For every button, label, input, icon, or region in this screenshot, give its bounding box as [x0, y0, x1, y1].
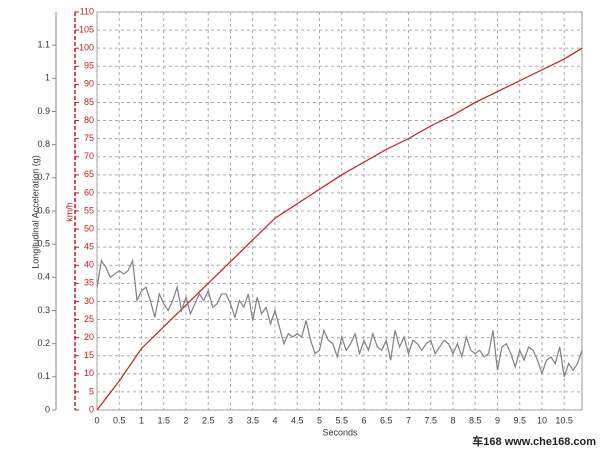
- y-tick-label: 0.9: [37, 106, 50, 116]
- y2-tick-label: 0: [89, 404, 94, 414]
- y2-tick-label: 60: [84, 187, 94, 197]
- x-tick-label: 3: [228, 415, 233, 425]
- y2-tick-label: 55: [84, 205, 94, 215]
- y2-tick-label: 80: [84, 115, 94, 125]
- y2-tick-label: 25: [84, 314, 94, 324]
- x-tick-label: 1: [139, 415, 144, 425]
- y2-tick-label: 110: [80, 6, 94, 16]
- x-tick-label: 7.5: [424, 415, 437, 425]
- y2-tick-label: 75: [84, 133, 94, 143]
- y2-tick-label: 90: [84, 79, 94, 89]
- x-tick-label: 7: [406, 415, 411, 425]
- y2-tick-label: 30: [84, 296, 94, 306]
- y2-tick-label: 65: [84, 169, 94, 179]
- y-tick-label: 0.4: [37, 272, 50, 282]
- x-tick-label: 4: [272, 415, 277, 425]
- y2-tick-label: 20: [84, 332, 94, 342]
- x-tick-label: 9.5: [513, 415, 526, 425]
- x-tick-label: 2.5: [202, 415, 215, 425]
- y-tick-label: 0.1: [37, 371, 50, 381]
- data-line: [96, 47, 583, 411]
- y-tick-label: 0: [45, 404, 50, 414]
- y2-tick-label: 10: [84, 368, 94, 378]
- x-tick-label: 5: [317, 415, 322, 425]
- y2-axis-title: km/h: [64, 202, 74, 222]
- y2-tick-label: 5: [89, 386, 94, 396]
- data-line: [96, 258, 583, 378]
- x-tick-label: 10.5: [555, 415, 573, 425]
- y-axis-title: Longitudinal Acceleration (g): [30, 155, 40, 269]
- y-tick-label: 0.2: [37, 338, 50, 348]
- x-tick-label: 0.5: [113, 415, 126, 425]
- x-tick-label: 10: [537, 415, 547, 425]
- y2-tick-label: 45: [84, 242, 94, 252]
- x-tick-label: 6.5: [380, 415, 393, 425]
- x-tick-label: 5.5: [335, 415, 348, 425]
- x-tick-label: 8.5: [469, 415, 482, 425]
- x-tick-label: 0: [94, 415, 99, 425]
- y-tick-label: 0.8: [37, 139, 50, 149]
- y-tick-label: 0.7: [37, 172, 50, 182]
- watermark: 车168 www.che168.com: [472, 434, 596, 448]
- x-tick-label: 1.5: [157, 415, 170, 425]
- x-tick-label: 3.5: [246, 415, 259, 425]
- y-tick-label: 0.3: [37, 305, 50, 315]
- y2-tick-label: 70: [84, 151, 94, 161]
- x-tick-label: 6: [361, 415, 366, 425]
- y2-tick-label: 85: [84, 97, 94, 107]
- x-tick-label: 8: [450, 415, 455, 425]
- y2-tick-label: 15: [84, 350, 94, 360]
- y2-tick-label: 35: [84, 278, 94, 288]
- y2-tick-label: 95: [84, 61, 94, 71]
- x-tick-label: 4.5: [291, 415, 304, 425]
- x-tick-label: 2: [183, 415, 188, 425]
- y-tick-label: 1: [45, 73, 50, 83]
- y-tick-label: 0.5: [37, 239, 50, 249]
- x-axis-title: Seconds: [322, 427, 358, 437]
- y2-tick-label: 105: [79, 24, 94, 34]
- x-tick-label: 9: [495, 415, 500, 425]
- y-tick-label: 1.1: [37, 40, 50, 50]
- y2-tick-label: 50: [84, 223, 94, 233]
- y2-tick-label: 100: [79, 43, 94, 53]
- y2-tick-label: 40: [84, 260, 94, 270]
- y-tick-label: 0.6: [37, 205, 50, 215]
